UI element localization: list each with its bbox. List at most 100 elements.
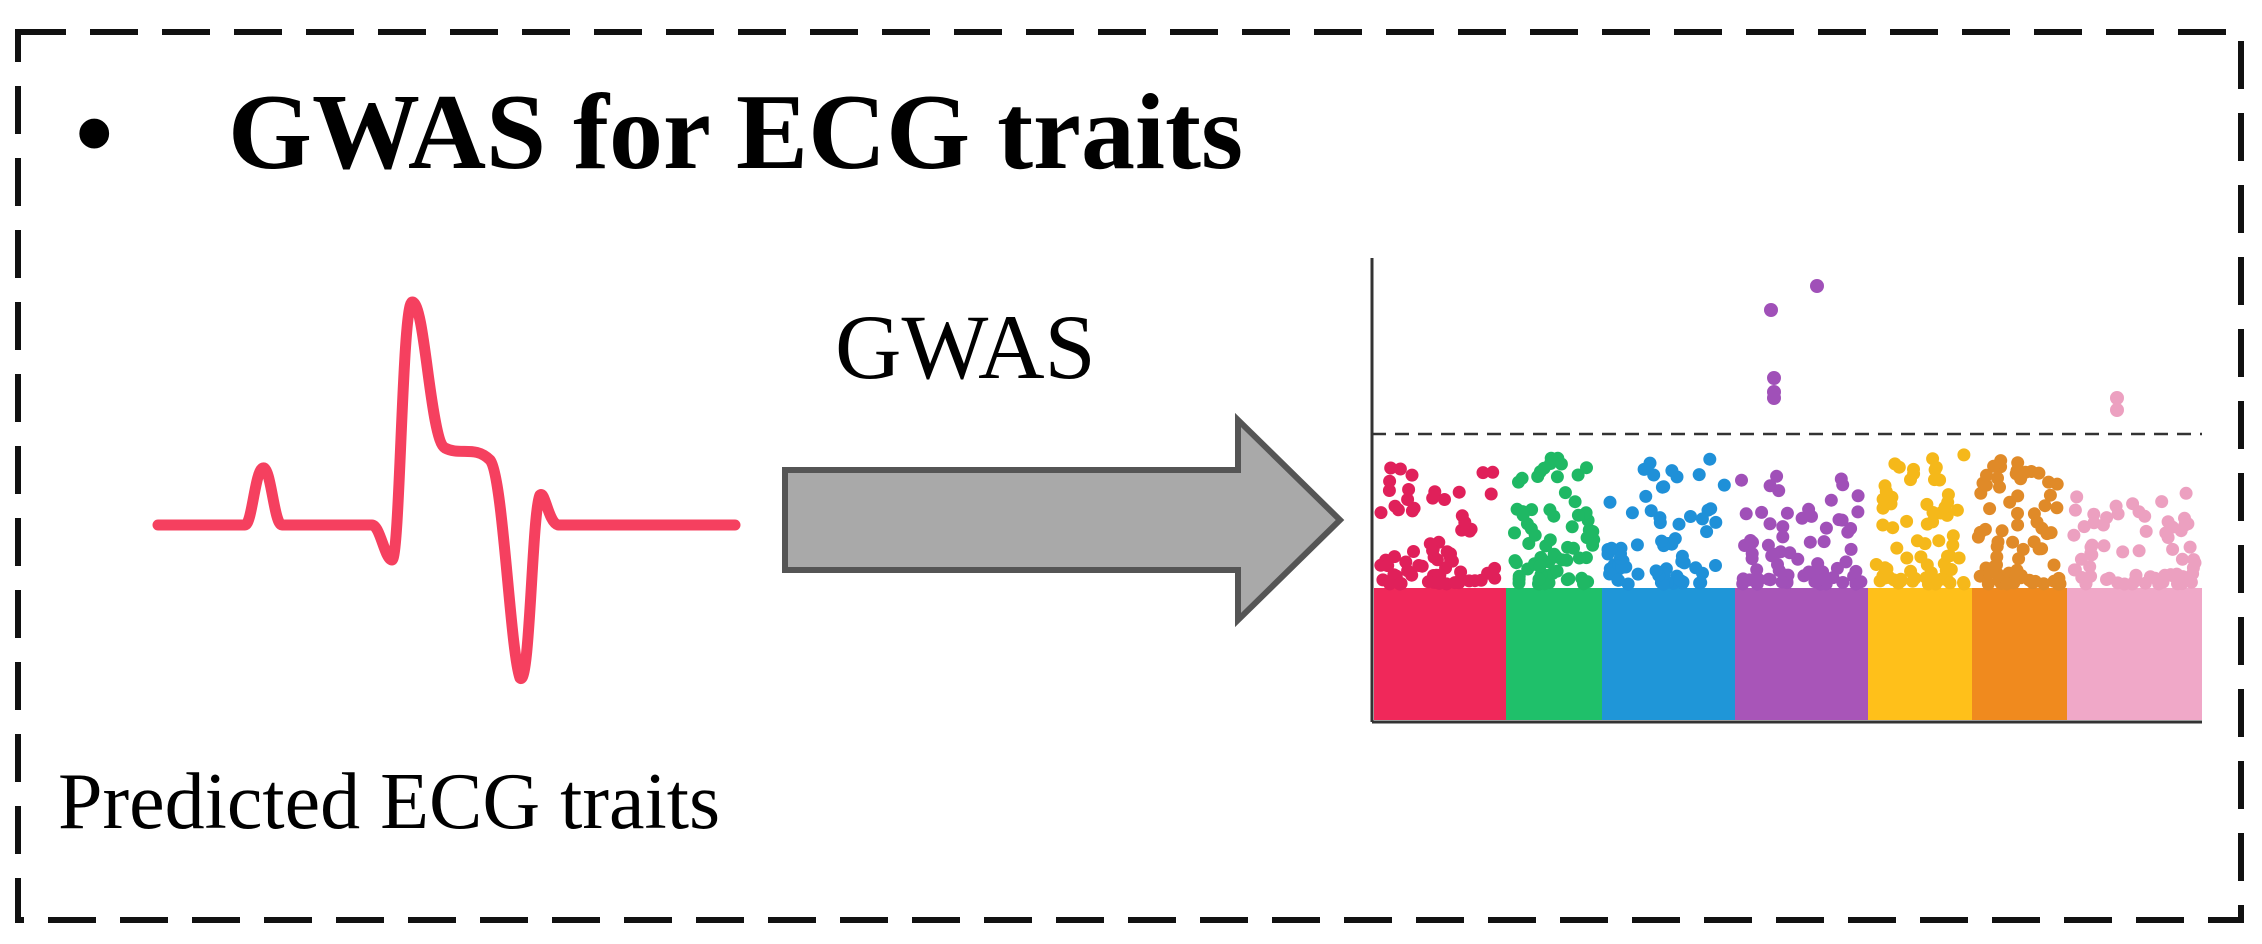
snp-dot xyxy=(2053,577,2067,591)
snp-dot xyxy=(2175,552,2189,566)
snp-dot xyxy=(1528,528,1542,542)
snp-dot xyxy=(1689,561,1703,575)
snp-dot xyxy=(1532,572,1546,586)
chromosome-block xyxy=(1735,588,1868,720)
snp-dot xyxy=(2111,507,2125,521)
snp-dot xyxy=(1580,461,1593,475)
snp-dot xyxy=(1544,451,1558,465)
snp-dot xyxy=(1452,485,1466,499)
snp-dot xyxy=(2006,535,2020,549)
snp-dot xyxy=(2011,506,2024,520)
snp-dot xyxy=(2155,495,2169,509)
chromosome-block xyxy=(2067,588,2202,720)
snp-dot xyxy=(1957,576,1970,589)
snp-dot xyxy=(1605,541,1618,555)
snp-dot xyxy=(1876,518,1890,532)
snp-dot xyxy=(2186,567,2200,581)
snp-dot xyxy=(1383,474,1397,488)
snp-dot xyxy=(2070,490,2084,504)
snp-dot xyxy=(1405,468,1419,482)
snp-dot xyxy=(1704,502,1718,516)
snp-dot xyxy=(1851,505,1865,519)
snp-dot xyxy=(1428,485,1442,499)
snp-dot xyxy=(1743,573,1756,587)
dashed-border xyxy=(15,29,2244,923)
snp-dot xyxy=(1665,464,1679,478)
snp-dot xyxy=(2125,577,2139,591)
snp-dot xyxy=(2116,545,2130,559)
significant-snp-dot xyxy=(1810,279,1824,293)
snp-dot xyxy=(1547,509,1561,523)
snp-dot xyxy=(1880,562,1894,576)
snp-dot xyxy=(1603,495,1617,509)
snp-dot xyxy=(1611,573,1625,587)
manhattan-plot xyxy=(1370,258,2202,724)
snp-dot xyxy=(1567,541,1580,555)
snp-dot xyxy=(1783,546,1797,560)
snp-dot xyxy=(1918,537,1932,551)
snp-dot xyxy=(2132,544,2146,558)
snp-dot xyxy=(2000,577,2014,591)
snp-dot xyxy=(1644,504,1658,518)
snp-dot xyxy=(1763,517,1777,531)
snp-dot xyxy=(1944,563,1958,576)
snp-dot xyxy=(2084,547,2098,560)
snp-dot xyxy=(1454,565,1468,579)
snp-dot xyxy=(1920,517,1934,531)
snp-dot xyxy=(1926,506,1940,519)
snp-dot xyxy=(1383,577,1397,591)
snp-dot xyxy=(1739,507,1753,521)
snp-dot xyxy=(1468,574,1482,588)
snp-dot xyxy=(2100,573,2113,586)
snp-dot xyxy=(2083,560,2097,574)
snp-dot xyxy=(1586,525,1600,538)
snp-dot xyxy=(2187,553,2201,567)
snp-dot xyxy=(1655,534,1669,548)
snp-dot xyxy=(1752,573,1766,587)
snp-dot xyxy=(1382,484,1396,497)
snp-dot xyxy=(2050,501,2064,515)
snp-dot xyxy=(2079,574,2093,587)
snp-dot xyxy=(1430,553,1444,567)
snp-dot xyxy=(1946,529,1960,543)
snp-dot xyxy=(2161,515,2175,529)
ecg-label: Predicted ECG traits xyxy=(58,758,720,846)
snp-dot xyxy=(1892,460,1906,474)
snp-dot xyxy=(1990,540,2004,554)
snp-dot xyxy=(2047,558,2061,572)
snp-dot xyxy=(1775,575,1789,589)
snp-dot xyxy=(2067,528,2081,542)
snp-dot xyxy=(2011,456,2025,470)
snp-dot xyxy=(1508,554,1522,568)
snp-dot xyxy=(1412,559,1426,572)
snp-dot xyxy=(1402,483,1416,496)
snp-dot xyxy=(2016,542,2030,556)
snp-dot xyxy=(1512,569,1526,583)
snp-dot xyxy=(2011,489,2025,503)
snp-dot xyxy=(1703,452,1717,466)
snp-dot xyxy=(1533,559,1547,573)
snp-dot xyxy=(1405,504,1419,518)
snp-dot xyxy=(1991,471,2004,485)
snp-dot xyxy=(1555,553,1569,567)
significant-snp-dot xyxy=(2110,403,2124,417)
snp-dot xyxy=(1924,566,1938,580)
snp-dot xyxy=(1458,515,1472,529)
snp-dot xyxy=(2032,542,2046,556)
snp-dot xyxy=(1657,480,1671,494)
snp-dot xyxy=(1938,500,1952,514)
snp-dot xyxy=(1869,558,1883,571)
snp-dot xyxy=(2161,531,2175,544)
snp-dot xyxy=(1946,538,1960,552)
snp-dot xyxy=(1630,538,1644,552)
snp-dot xyxy=(1516,508,1530,522)
snp-dot xyxy=(2027,507,2041,521)
snp-dot xyxy=(2026,576,2040,590)
snp-dot xyxy=(1776,530,1790,544)
snp-dot xyxy=(2011,518,2025,532)
snp-dot xyxy=(2043,488,2057,502)
snp-dot xyxy=(1550,470,1564,484)
snp-dot xyxy=(1508,526,1521,540)
snp-dot xyxy=(1770,469,1784,483)
right-arrow-icon xyxy=(782,412,1345,628)
